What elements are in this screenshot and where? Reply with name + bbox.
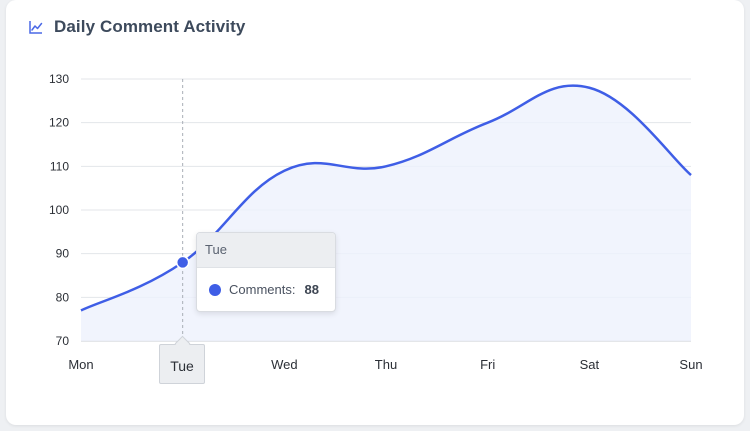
x-tick-label: Thu [375, 357, 397, 372]
legend-dot-icon [209, 283, 221, 296]
y-tick-label: 120 [49, 116, 69, 130]
x-tick-label: Mon [68, 357, 93, 372]
x-tick-label: Sat [580, 357, 600, 372]
x-tick-label: Sun [679, 357, 702, 372]
active-x-label: Tue [159, 344, 205, 384]
y-tick-label: 130 [49, 72, 69, 86]
y-tick-label: 70 [56, 334, 70, 348]
card-header: Daily Comment Activity [28, 16, 245, 38]
tooltip-value: 88 [304, 282, 319, 297]
x-tick-label: Fri [480, 357, 495, 372]
tooltip-header: Tue [197, 233, 335, 268]
y-tick-label: 110 [50, 159, 69, 173]
y-tick-label: 80 [56, 290, 70, 304]
tooltip-series-label: Comments: [229, 282, 296, 297]
tooltip-body: Comments: 88 [197, 268, 335, 311]
y-tick-label: 90 [56, 247, 70, 261]
hover-point[interactable] [175, 255, 190, 270]
tooltip: Tue Comments: 88 [196, 232, 336, 312]
chart-title: Daily Comment Activity [54, 17, 246, 36]
y-tick-label: 100 [49, 203, 69, 217]
x-tick-label: Wed [271, 357, 298, 372]
line-chart-icon [28, 19, 44, 35]
series-area-comments [81, 85, 691, 341]
